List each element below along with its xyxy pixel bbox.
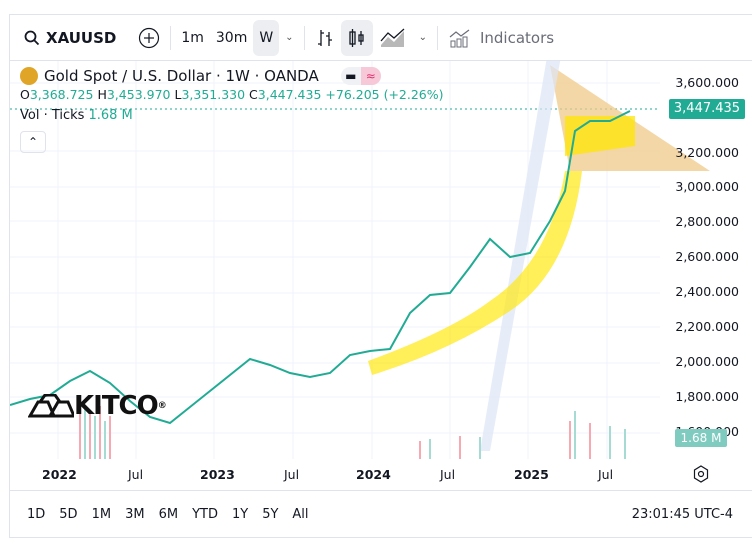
range-3m[interactable]: 3M [125,506,145,522]
gold-symbol-icon [20,67,38,85]
time-axis[interactable]: 2022 Jul 2023 Jul 2024 Jul 2025 Jul [10,459,752,491]
time-label: 2024 [356,467,391,482]
price-tick: 3,600.000 [675,75,739,90]
price-tick: 3,200.000 [675,145,739,160]
symbol-label: XAUUSD [46,28,117,47]
open-label: O [20,87,30,102]
indicators-icon [449,29,470,47]
top-toolbar: XAUUSD 1m 30m W ⌄ ⌄ Indicators [10,15,752,61]
price-tick: 2,200.000 [675,319,739,334]
kitco-text: KITCO [74,391,159,421]
last-price-label: 3,447.435 [669,99,745,119]
range-ytd[interactable]: YTD [192,506,218,522]
divider [303,25,305,50]
range-1m[interactable]: 1M [91,506,112,522]
minus-icon[interactable]: ▬ [345,69,357,83]
indicators-button[interactable]: Indicators [442,20,560,56]
timezone-clock[interactable]: 23:01:45 UTC-4 [631,506,733,522]
range-1y[interactable]: 1Y [231,506,249,522]
plus-circle-icon [139,27,160,48]
bar-chart-icon [317,29,332,46]
time-label: Jul [128,467,144,482]
chart-legend: Gold Spot / U.S. Dollar · 1W · OANDA ▬ ≈ … [20,67,444,153]
chevron-down-icon: ⌄ [285,32,294,43]
registered-mark: ® [157,401,167,411]
approx-icon[interactable]: ≈ [360,67,381,85]
time-label: Jul [598,467,614,482]
interval-dropdown[interactable]: ⌄ [279,20,299,56]
price-tick: 2,800.000 [675,214,739,229]
gold-bar-logo-icon [28,394,74,418]
volume-legend: Vol · Ticks 1.68 M [20,108,444,123]
divider [170,25,172,50]
close-label: C [249,87,258,102]
time-label: 2022 [42,467,77,482]
price-chart-pane[interactable]: KITCO ® Gold Spot / U.S. Dollar · 1W · O… [10,61,752,459]
low-label: L [174,87,182,102]
range-bar: 1D 5D 1M 3M 6M YTD 1Y 5Y All 23:01:45 UT… [10,491,752,537]
area-chart-icon [380,28,404,47]
compare-symbol-button[interactable] [132,20,166,56]
price-tick: 2,400.000 [675,284,739,299]
volume-label: Vol · Ticks [20,108,85,123]
price-tick: 1,800.000 [675,389,739,404]
range-1d[interactable]: 1D [27,506,46,522]
chart-widget: XAUUSD 1m 30m W ⌄ ⌄ Indicators [9,14,752,538]
time-label: Jul [284,467,300,482]
chart-type-area[interactable] [373,20,413,56]
kitco-watermark: KITCO ® [28,391,167,421]
high-label: H [97,87,107,102]
candlestick-icon [348,28,364,47]
symbol-search-button[interactable]: XAUUSD [10,20,122,56]
ohlc-values: O3,368.725 H3,453.970 L3,351.330 C3,447.… [20,87,444,102]
collapse-legend-button[interactable]: ⌃ [20,131,46,153]
legend-toggle-pill[interactable]: ▬ ≈ [340,67,381,85]
time-label: 2025 [514,467,549,482]
search-icon [24,30,40,45]
divider [436,25,438,50]
close-value: 3,447.435 [257,87,322,102]
indicators-label: Indicators [479,28,555,47]
price-tick: 2,000.000 [675,354,739,369]
chevron-up-icon: ⌃ [27,135,39,149]
price-axis[interactable]: 3,600.000 3,200.000 3,000.000 2,800.000 … [663,61,752,459]
time-label: 2023 [200,467,235,482]
interval-1m[interactable]: 1m [181,29,204,46]
chart-type-dropdown[interactable]: ⌄ [413,20,433,56]
price-tick: 2,600.000 [675,249,739,264]
range-5d[interactable]: 5D [59,506,78,522]
low-value: 3,351.330 [181,87,246,102]
chart-canvas[interactable] [10,61,752,459]
change-value: +76.205 (+2.26%) [325,87,444,102]
time-label: Jul [440,467,456,482]
chart-type-bars[interactable] [309,20,341,56]
volume-value: 1.68 M [88,108,133,123]
price-tick: 3,000.000 [675,179,739,194]
chart-type-candles[interactable] [340,19,373,56]
interval-30m[interactable]: 30m [215,29,248,46]
range-5y[interactable]: 5Y [262,506,279,522]
symbol-title: Gold Spot / U.S. Dollar · 1W · OANDA [44,67,319,85]
range-6m[interactable]: 6M [158,506,179,522]
volume-badge: 1.68 M [675,429,727,447]
high-value: 3,453.970 [106,87,171,102]
interval-w[interactable]: W [253,19,280,56]
gear-icon[interactable] [692,465,710,486]
open-value: 3,368.725 [29,87,94,102]
chevron-down-icon: ⌄ [418,32,427,43]
range-all[interactable]: All [292,506,309,522]
